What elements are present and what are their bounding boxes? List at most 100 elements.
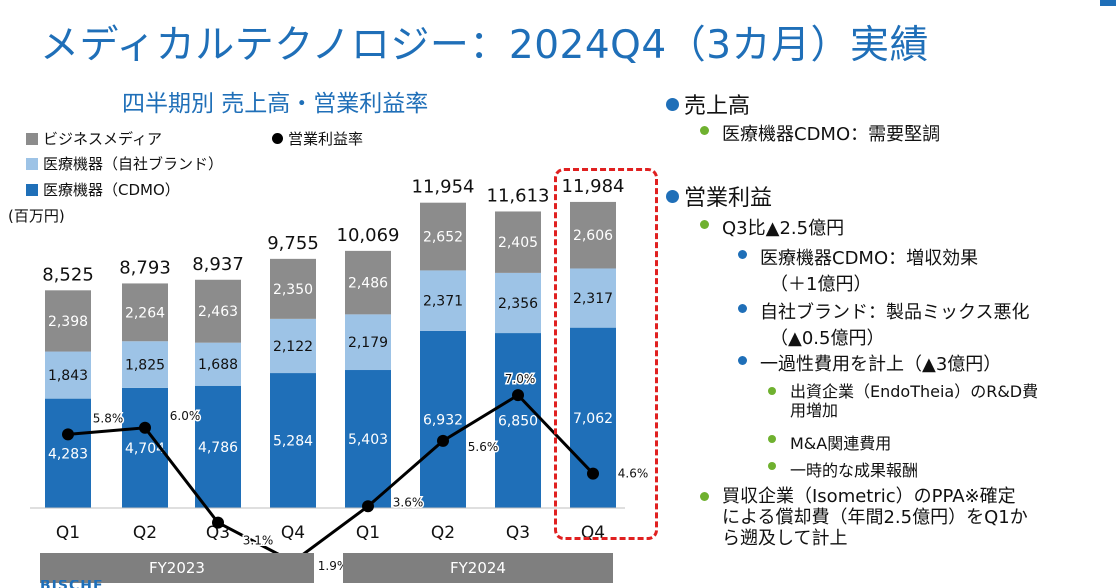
data-label: 2,350 (273, 282, 313, 298)
bar-segment (570, 268, 616, 328)
x-tick-label: Q3 (506, 523, 530, 543)
total-label: 11,984 (562, 176, 625, 197)
bar-segment (270, 373, 316, 508)
line-point (212, 516, 224, 529)
data-label: 2,606 (573, 228, 613, 244)
line-point (437, 434, 449, 447)
bar-segment (45, 398, 91, 508)
data-label: 6,932 (423, 412, 463, 428)
op-heading: 営業利益 (666, 180, 772, 212)
sales-heading: 売上高 (666, 88, 750, 120)
sales-point: 医療機器CDMO：需要堅調 (700, 120, 940, 146)
legend-item-own-brand: 医療機器（自社ブランド） (26, 153, 223, 174)
line-point (62, 428, 74, 441)
total-label: 10,069 (337, 225, 400, 246)
data-label: 2,398 (48, 314, 88, 330)
company-logo: BISCHE (40, 580, 104, 588)
data-label: 2,486 (348, 276, 388, 292)
bullet-icon (666, 97, 679, 111)
data-label: 1,843 (48, 368, 88, 384)
bullet-icon (768, 462, 776, 470)
bullet-icon (700, 126, 709, 135)
bar-segment (345, 370, 391, 508)
line-point-label: 3.1% (243, 534, 274, 548)
legend-swatch (26, 157, 38, 170)
bar-segment (195, 279, 241, 343)
data-label: 2,179 (348, 335, 388, 351)
legend-label: ビジネスメディア (43, 130, 162, 148)
x-tick-label: Q2 (133, 523, 157, 543)
bar-segment (570, 201, 616, 269)
line-point-label: 5.8% (93, 411, 124, 425)
fy-label-2024: FY2024 (343, 553, 613, 583)
data-label: 4,283 (48, 446, 88, 462)
q4-highlight-box (554, 168, 658, 540)
bar-segment (420, 270, 466, 331)
line-point-label: 4.6% (618, 467, 649, 481)
fy-label-2023: FY2023 (40, 553, 314, 583)
bar-segment (495, 272, 541, 334)
slide-title: メディカルテクノロジー：2024Q4（3カ月）実績 (40, 23, 930, 68)
bar-segment (495, 211, 541, 273)
data-label: 1,688 (198, 357, 238, 373)
legend-item-business-media: ビジネスメディア (26, 128, 162, 149)
op-sub-1: 医療機器CDMO：増収効果 （＋1億円） (738, 244, 978, 296)
data-label: 2,122 (273, 339, 313, 355)
bar-segment (122, 283, 168, 342)
x-tick-label: Q1 (356, 523, 380, 543)
data-label: 7,062 (573, 411, 613, 427)
line-point (362, 500, 374, 513)
bar-segment (270, 258, 316, 319)
bullet-icon (738, 304, 747, 313)
line-point-label: 1.9% (318, 559, 349, 573)
data-label: 2,317 (573, 291, 613, 307)
data-label: 1,825 (125, 358, 165, 374)
data-label: 4,786 (198, 440, 238, 456)
total-label: 9,755 (267, 233, 319, 254)
op-margin-line (67, 393, 595, 564)
bar-segment (195, 342, 241, 386)
legend-dot (272, 133, 283, 144)
data-label: 5,284 (273, 434, 313, 450)
x-tick-label: Q4 (281, 523, 305, 543)
bar-segment (122, 341, 168, 388)
legend-swatch (26, 132, 38, 145)
x-tick-label: Q3 (206, 523, 230, 543)
bar-segment (495, 333, 541, 508)
bullet-icon (700, 220, 709, 229)
legend-item-op-margin: 営業利益率 (272, 128, 363, 149)
line-point-label: 7.0% (505, 372, 536, 386)
data-label: 2,356 (498, 296, 538, 312)
op-subsub-2: M&A関連費用 (768, 430, 891, 454)
x-tick-label: Q2 (431, 523, 455, 543)
bar-segment (45, 351, 91, 399)
data-label: 2,264 (125, 305, 165, 321)
bar-segment (195, 385, 241, 508)
legend-label: 医療機器（自社ブランド） (43, 155, 224, 173)
op-point-1: Q3比▲2.5億円 (700, 214, 844, 240)
bullet-icon (666, 189, 679, 203)
line-point-label: 3.6% (393, 495, 424, 509)
op-sub-2: 自社ブランド：製品ミックス悪化 （▲0.5億円） (738, 298, 1029, 350)
bullet-icon (738, 356, 747, 365)
op-subsub-1: 出資企業（EndoTheia）のR&D費 用増加 (768, 382, 1038, 420)
data-label: 2,652 (423, 230, 463, 246)
bullet-icon (700, 492, 709, 501)
unit-label: (百万円) (8, 207, 65, 225)
x-tick-label: Q1 (56, 523, 80, 543)
bullet-icon (768, 435, 776, 443)
bar-segment (45, 290, 91, 352)
op-point-2: 買収企業（Isometric）のPPA※確定 による償却費（年間2.5億円）をQ… (700, 486, 1028, 549)
corner-accent (1100, 0, 1116, 6)
data-label: 4,704 (125, 441, 165, 457)
bar-segment (345, 250, 391, 315)
line-point (587, 467, 599, 480)
total-label: 8,525 (42, 264, 94, 285)
bullet-icon (738, 250, 747, 259)
bar-segment (420, 330, 466, 508)
line-point-label: 5.6% (468, 440, 499, 454)
data-label: 2,371 (423, 294, 463, 310)
total-label: 11,954 (412, 177, 475, 198)
data-label: 5,403 (348, 432, 388, 448)
op-sub-3: 一過性費用を計上（▲3億円） (738, 350, 1001, 376)
